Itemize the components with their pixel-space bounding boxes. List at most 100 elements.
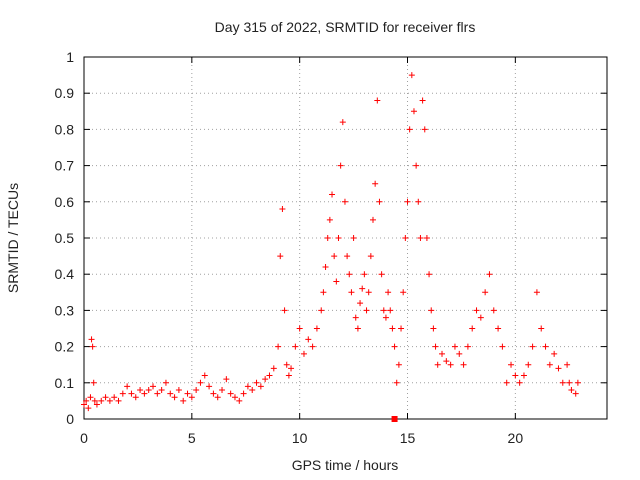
data-point <box>529 343 536 350</box>
data-point <box>546 361 553 368</box>
data-point <box>387 307 394 314</box>
y-axis-label: SRMTID / TECUs <box>5 183 21 293</box>
baseline-marker <box>391 416 398 422</box>
data-point <box>533 289 540 296</box>
data-point <box>236 397 243 404</box>
data-point <box>357 300 364 307</box>
data-point <box>171 394 178 401</box>
data-point <box>115 397 122 404</box>
data-point <box>175 387 182 394</box>
data-point <box>322 263 329 270</box>
data-point <box>564 361 571 368</box>
data-point <box>380 307 387 314</box>
data-point <box>426 271 433 278</box>
data-point <box>385 289 392 296</box>
data-point <box>91 397 98 404</box>
data-point <box>90 379 97 386</box>
chart-title: Day 315 of 2022, SRMTID for receiver flr… <box>215 19 476 35</box>
x-tick-label: 10 <box>292 430 308 446</box>
data-point <box>279 206 286 213</box>
data-point <box>119 390 126 397</box>
data-point <box>495 325 502 332</box>
y-tick-label: 0.1 <box>55 375 75 391</box>
data-point <box>361 271 368 278</box>
data-point <box>106 397 113 404</box>
data-point <box>281 307 288 314</box>
data-point <box>93 401 100 408</box>
data-point <box>393 379 400 386</box>
data-point <box>137 387 144 394</box>
data-point <box>141 390 148 397</box>
data-point <box>417 235 424 241</box>
data-point <box>359 285 366 292</box>
data-point <box>413 162 420 169</box>
data-point <box>378 271 385 278</box>
data-point <box>398 325 405 332</box>
data-point <box>432 343 439 350</box>
y-tick-label: 0.4 <box>55 266 75 282</box>
axis-ticks: 00.10.20.30.40.50.60.70.80.910 5 10 15 20 <box>55 49 607 446</box>
data-point <box>389 325 396 332</box>
data-point <box>335 235 342 241</box>
data-point <box>257 383 264 390</box>
data-point <box>508 361 515 368</box>
data-point <box>128 390 135 397</box>
data-point <box>244 383 251 390</box>
data-point <box>402 235 409 241</box>
data-point <box>300 350 307 357</box>
data-point <box>391 343 398 350</box>
data-point <box>447 361 454 368</box>
data-point <box>341 198 348 205</box>
data-point <box>352 314 359 321</box>
data-point <box>428 307 435 314</box>
data-point <box>499 343 506 350</box>
data-point <box>395 361 402 368</box>
data-point <box>210 390 217 397</box>
data-point <box>538 325 545 332</box>
data-point <box>167 390 174 397</box>
data-point <box>516 379 523 386</box>
data-point <box>275 343 282 350</box>
data-point <box>197 379 204 386</box>
data-points <box>81 72 581 422</box>
data-point <box>559 379 566 386</box>
y-tick-label: 1 <box>66 49 74 65</box>
data-point <box>434 361 441 368</box>
data-point <box>288 365 295 372</box>
data-point <box>512 372 519 379</box>
data-point <box>400 289 407 296</box>
data-point <box>150 383 157 390</box>
y-tick-label: 0.5 <box>55 230 75 246</box>
y-tick-label: 0.8 <box>55 121 75 137</box>
data-point <box>410 108 417 115</box>
data-point <box>451 343 458 350</box>
y-tick-label: 0 <box>66 411 74 427</box>
data-point <box>369 216 376 223</box>
data-point <box>415 198 422 205</box>
data-point <box>566 379 573 386</box>
data-point <box>374 97 381 104</box>
data-point <box>333 278 340 285</box>
y-tick-label: 0.9 <box>55 85 75 101</box>
y-tick-label: 0.6 <box>55 194 75 210</box>
data-point <box>339 119 346 126</box>
data-point <box>346 271 353 278</box>
data-point <box>283 361 290 368</box>
data-point <box>482 289 489 296</box>
data-point <box>240 390 247 397</box>
data-point <box>344 253 351 260</box>
x-tick-label: 20 <box>508 430 524 446</box>
data-point <box>223 376 230 383</box>
data-point <box>111 394 118 401</box>
data-point <box>408 72 415 79</box>
data-point <box>88 336 95 343</box>
data-point <box>87 394 94 401</box>
data-point <box>551 350 558 357</box>
data-point <box>473 307 480 314</box>
data-point <box>350 235 357 241</box>
data-point <box>326 216 333 223</box>
data-point <box>354 325 361 332</box>
x-tick-label: 5 <box>188 430 196 446</box>
data-point <box>503 379 510 386</box>
